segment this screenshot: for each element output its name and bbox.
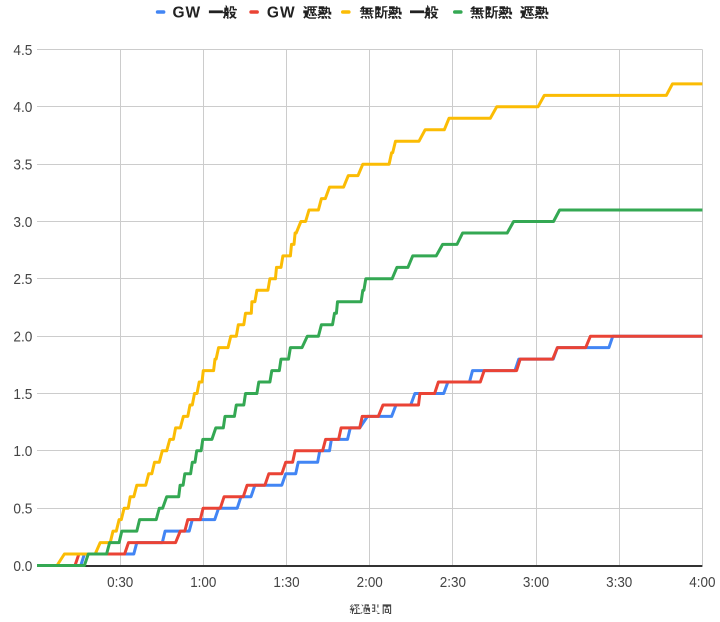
svg-text:0.0: 0.0 bbox=[13, 558, 32, 575]
svg-text:1.5: 1.5 bbox=[13, 386, 32, 403]
svg-text:4.5: 4.5 bbox=[13, 42, 32, 59]
svg-text:2.5: 2.5 bbox=[13, 271, 32, 288]
svg-text:0.5: 0.5 bbox=[13, 501, 32, 518]
svg-text:3:30: 3:30 bbox=[606, 574, 632, 591]
svg-text:1:00: 1:00 bbox=[190, 574, 216, 591]
svg-text:2:00: 2:00 bbox=[357, 574, 383, 591]
svg-text:0:30: 0:30 bbox=[107, 574, 133, 591]
svg-text:3.0: 3.0 bbox=[13, 214, 32, 231]
svg-text:3.5: 3.5 bbox=[13, 157, 32, 174]
svg-text:GW: GW bbox=[267, 4, 296, 21]
svg-text:3:00: 3:00 bbox=[523, 574, 549, 591]
svg-text:1:30: 1:30 bbox=[273, 574, 299, 591]
svg-text:GW: GW bbox=[173, 4, 202, 21]
svg-text:2:30: 2:30 bbox=[440, 574, 466, 591]
svg-text:4.0: 4.0 bbox=[13, 99, 32, 116]
svg-text:4:00: 4:00 bbox=[689, 574, 715, 591]
svg-text:1.0: 1.0 bbox=[13, 443, 32, 460]
svg-text:2.0: 2.0 bbox=[13, 329, 32, 346]
